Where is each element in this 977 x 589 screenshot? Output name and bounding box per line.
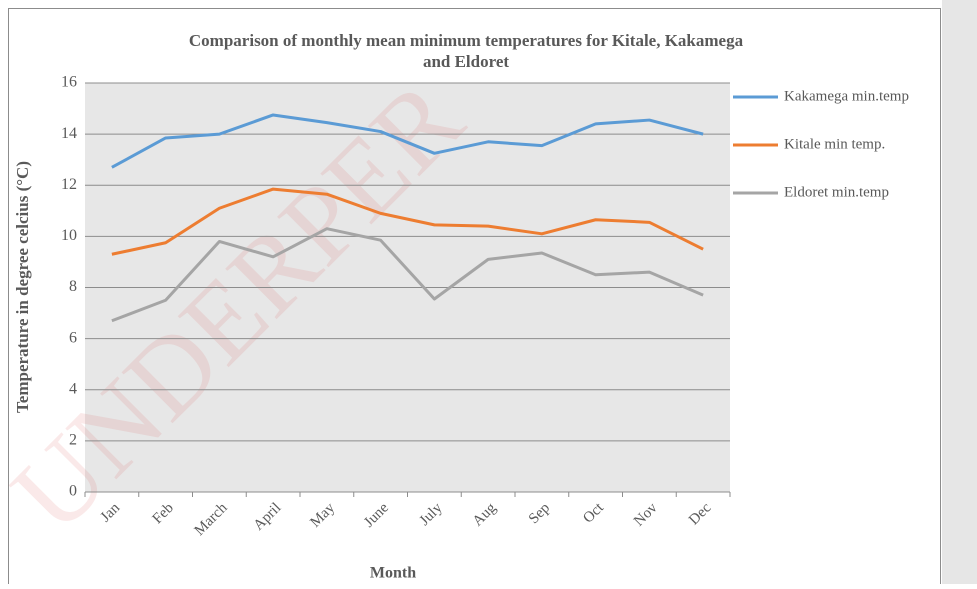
chart-title: Comparison of monthly mean minimum tempe… [189,31,744,50]
x-axis-label: Month [370,565,416,582]
y-tick-label: 14 [61,125,77,142]
y-tick-label: 16 [61,74,77,91]
y-tick-label: 10 [61,227,77,244]
chart-title: and Eldoret [423,52,509,71]
side-panel [942,0,977,584]
line-series [111,113,704,169]
legend-label: Eldoret min.temp [784,184,889,200]
line-series [111,187,704,256]
y-tick-label: 2 [69,432,77,449]
y-tick-label: 8 [69,278,77,295]
y-tick-label: 12 [61,176,77,193]
y-axis-label: Temperature in degree celcius (°C) [13,161,32,413]
y-tick-label: 0 [69,483,77,500]
y-tick-label: 6 [69,329,77,346]
y-tick-label: 4 [69,380,77,397]
line-series [111,227,704,323]
legend-label: Kitale min temp. [784,136,885,152]
legend-label: Kakamega min.temp [784,88,909,104]
